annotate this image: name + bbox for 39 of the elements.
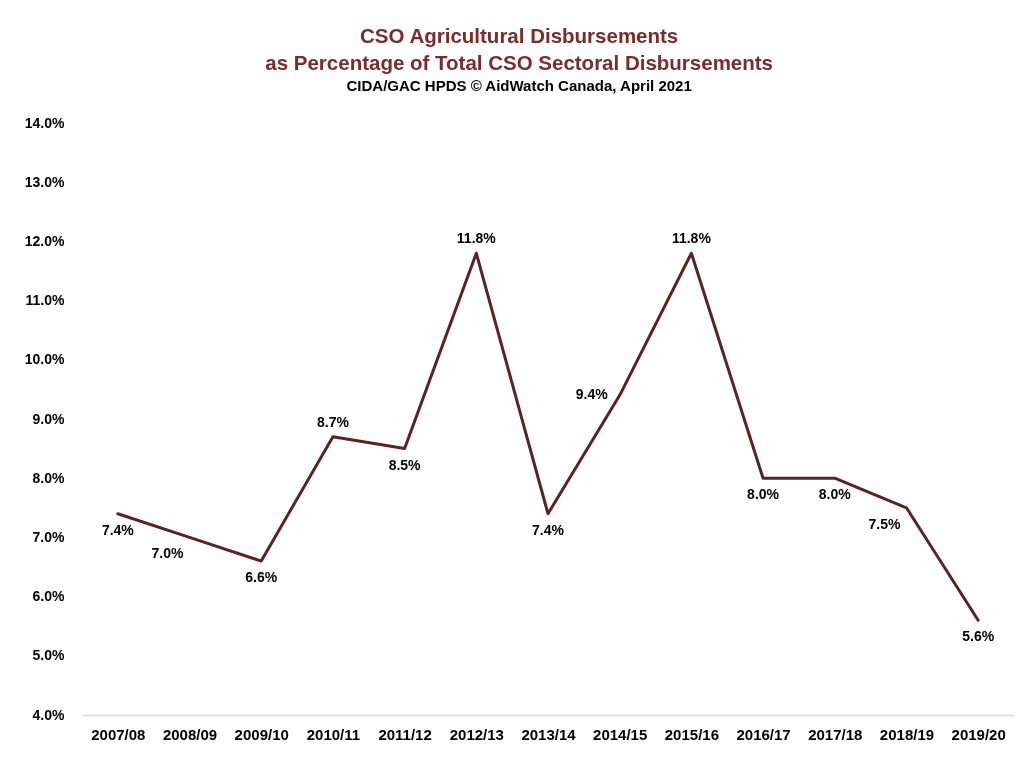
x-tick-label: 2011/12 <box>378 725 432 743</box>
data-label: 9.4% <box>575 386 609 403</box>
y-tick-label: 8.0% <box>32 469 66 486</box>
x-tick-label: 2009/10 <box>234 725 289 743</box>
chart-title: CSO Agricultural Disbursements as Percentage of Total CSO Sectoral Disbursements <box>265 23 774 74</box>
data-label: 8.0% <box>818 486 852 503</box>
y-tick-label: 9.0% <box>32 410 66 427</box>
y-tick-label: 10.0% <box>24 351 66 368</box>
y-tick-label: 7.0% <box>32 528 66 545</box>
y-tick-label: 5.0% <box>32 647 66 664</box>
x-tick-label: 2013/14 <box>521 725 577 743</box>
x-tick-label: 2007/08 <box>91 725 146 743</box>
data-label: 11.8% <box>671 230 712 247</box>
chart-subtitle: CIDA/GAC HPDS © AidWatch Canada, April 2021 <box>346 77 692 94</box>
x-tick-label: 2008/09 <box>162 725 218 743</box>
x-tick-label: 2015/16 <box>664 725 719 743</box>
x-tick-label: 2018/19 <box>879 725 935 743</box>
data-label: 7.4% <box>532 521 565 538</box>
data-label: 8.5% <box>388 456 422 473</box>
x-tick-label: 2014/15 <box>593 725 648 743</box>
data-label: 7.5% <box>868 515 901 532</box>
data-label: 6.6% <box>245 569 278 586</box>
data-label: 7.4% <box>101 521 135 538</box>
x-tick-label: 2010/11 <box>306 725 361 743</box>
x-tick-label: 2019/20 <box>951 725 1006 743</box>
y-tick-label: 12.0% <box>24 232 66 249</box>
y-tick-label: 11.0% <box>25 292 66 309</box>
x-tick-label: 2012/13 <box>449 725 504 743</box>
x-tick-label: 2016/17 <box>736 725 791 743</box>
data-label: 11.8% <box>456 230 497 247</box>
data-label: 7.0% <box>151 545 185 562</box>
data-label: 8.7% <box>316 413 350 430</box>
y-tick-label: 13.0% <box>24 173 66 190</box>
x-tick-label: 2017/18 <box>808 725 863 743</box>
y-tick-label: 14.0% <box>24 114 66 131</box>
data-label: 5.6% <box>962 628 995 645</box>
y-tick-label: 4.0% <box>32 706 66 723</box>
data-label: 8.0% <box>747 486 780 503</box>
y-tick-label: 6.0% <box>32 588 66 605</box>
